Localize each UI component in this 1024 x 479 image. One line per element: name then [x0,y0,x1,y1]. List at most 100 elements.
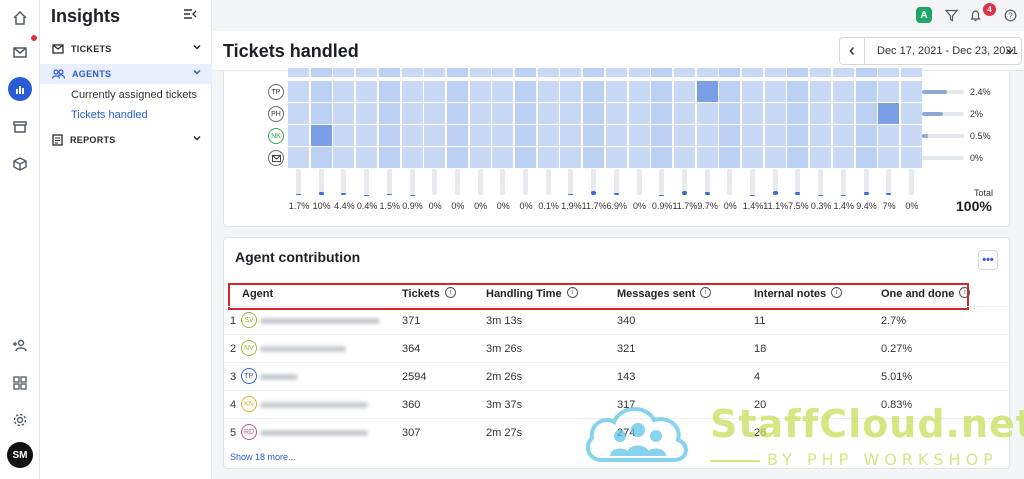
heatmap-cell [878,81,900,102]
heatmap-cell [583,103,605,124]
col-header-handling-time[interactable]: Handling Time i [486,286,578,300]
heatmap-cell [560,103,582,124]
column-share-pct: 11.7% [672,201,698,211]
heatmap-cell [537,68,559,77]
heatmap-cell [310,125,332,146]
heatmap-cell [900,103,922,124]
row-share-pct: 0.5% [970,131,991,141]
heatmap-cell [719,68,741,77]
column-share-bar [386,169,392,195]
info-icon[interactable]: i [566,286,578,298]
col-header-internal-notes[interactable]: Internal notes i [754,286,843,300]
heatmap-cell [446,103,468,124]
column-share-bar [364,169,370,195]
cell-handling-time: 3m 13s [486,315,523,327]
heatmap-cell [401,147,423,168]
heatmap-cell [787,68,809,77]
info-icon[interactable]: i [959,286,971,298]
heatmap-cell [855,103,877,124]
column-share-pct: 0% [474,201,488,211]
heatmap-cell [832,147,854,168]
heatmap-cell [673,68,695,77]
info-icon[interactable]: i [444,286,456,298]
store-icon[interactable] [8,115,32,139]
previous-period-button[interactable] [840,38,865,64]
table-row[interactable]: 3 TP 2594 2m 26s 143 4 5.01% [224,362,1011,390]
heatmap-cell [469,68,491,77]
column-share-pct: 4.4% [334,201,355,211]
column-share-pct: 7% [882,201,896,211]
column-share-pct: 1.7% [288,201,310,211]
info-icon[interactable]: i [700,286,712,298]
apps-icon[interactable] [8,371,32,395]
column-share-bar [500,169,506,195]
collapse-sidebar-icon[interactable] [183,8,197,23]
box-icon[interactable] [8,152,32,176]
heatmap-cell [832,68,854,77]
heatmap-cell [605,103,627,124]
heatmap-cell [356,81,378,102]
col-header-one-and-done[interactable]: One and done i [881,286,971,300]
table-row[interactable]: 2 NV 364 3m 26s 321 18 0.27% [224,334,1011,362]
home-icon[interactable] [8,6,32,30]
sidebar-section-tickets[interactable]: TICKETS [40,39,212,59]
help-icon[interactable]: ? [1001,6,1019,24]
heatmap-cell [605,68,627,77]
heatmap-cell [696,125,718,146]
col-header-tickets[interactable]: Tickets i [402,286,456,300]
heatmap-cell [515,81,536,102]
bell-icon[interactable] [966,6,984,24]
date-range-picker[interactable]: Dec 17, 2021 - Dec 23, 2021 [839,37,1022,65]
column-share-bar [454,169,460,195]
column-share-bar [840,169,846,195]
heatmap-cell [878,103,900,124]
column-share-bar [341,169,347,195]
table-row[interactable]: 1 SV 371 3m 13s 340 11 2.7% [224,306,1011,334]
heatmap-cell [446,81,468,102]
sidebar-section-reports[interactable]: REPORTS [40,130,212,150]
col-header-messages-sent[interactable]: Messages sent i [617,286,712,300]
more-options-button[interactable]: ••• [978,250,998,270]
insights-icon[interactable] [8,77,32,101]
cell-messages-sent: 340 [617,315,636,327]
column-share-bar [523,169,528,195]
heatmap-cell [855,147,877,168]
agent-avatar: SV [241,312,257,328]
agent-avatar: TP [241,368,257,384]
user-avatar[interactable]: SM [7,442,33,468]
info-icon[interactable]: i [831,286,843,298]
agent-contribution-card: Agent contribution ••• Agent Tickets i Ha… [223,237,1011,469]
heatmap-cell [378,68,400,77]
heatmap-cell [401,125,423,146]
heatmap-cell [310,147,332,168]
sidebar-title: Insights [51,6,121,26]
total-value: 100% [956,198,992,214]
col-header-agent[interactable]: Agent [242,288,274,300]
column-share-pct: 0.3% [810,201,832,211]
column-share-bar [409,169,415,195]
settings-gear-icon[interactable] [8,408,32,432]
column-share-pct: 0% [519,201,533,211]
brand-logo-icon[interactable]: A [916,7,932,23]
insights-sidebar: Insights TICKETS AGENTS Currently assign… [40,0,212,479]
heatmap-cell [560,147,582,168]
column-share-pct: 0% [496,201,510,211]
heatmap-cell [605,125,627,146]
filter-icon[interactable] [942,6,960,24]
mail-icon[interactable] [8,40,32,64]
heatmap-cell [719,147,741,168]
show-more-link[interactable]: Show 18 more... [230,452,296,462]
heatmap-cell [378,81,400,102]
sidebar-section-agents[interactable]: AGENTS [40,64,212,84]
email-channel-icon [268,150,284,166]
heatmap-cell [537,147,559,168]
sidebar-item-tickets-handled[interactable]: Tickets handled [71,109,148,121]
add-user-icon[interactable] [8,334,32,358]
table-row[interactable]: 4 KN 360 3m 37s 317 20 0.83% [224,390,1011,418]
cell-one-and-done: 2.7% [881,315,907,327]
row-rank: 5 [230,427,237,439]
heatmap-cell [583,125,605,146]
svg-text:?: ? [1008,11,1013,20]
sidebar-item-currently-assigned[interactable]: Currently assigned tickets [71,89,197,101]
row-agent-avatar: NK [268,128,284,144]
